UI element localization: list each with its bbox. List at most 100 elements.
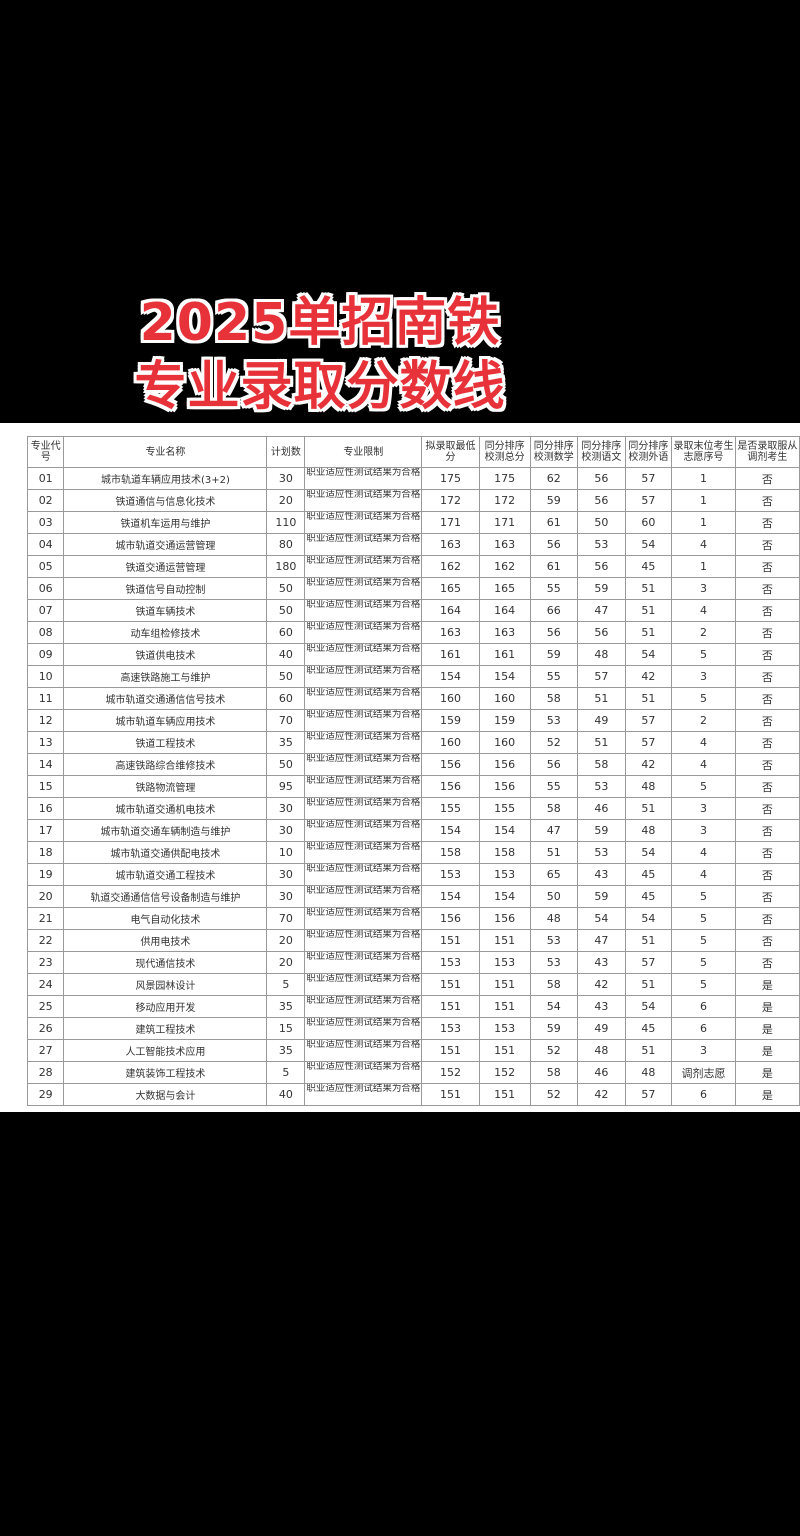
table-cell: 58 xyxy=(577,753,626,776)
table-cell: 12 xyxy=(26,709,65,732)
table-cell: 19 xyxy=(26,863,65,886)
table-cell: 否 xyxy=(734,665,800,688)
table-row: 01 城市轨道车辆应用技术(3+2) 30 职业适应性测试结果为合格 175 175 62 5… xyxy=(26,467,800,490)
table-cell: 48 xyxy=(529,907,579,930)
table-cell: 否 xyxy=(734,709,800,732)
table-cell: 否 xyxy=(734,599,800,622)
table-cell: 165 xyxy=(421,577,480,600)
table-cell: 否 xyxy=(734,731,800,754)
table-cell: 27 xyxy=(26,1039,65,1062)
column-header: 是否录取服从调剂考生 xyxy=(734,436,800,468)
table-cell: 24 xyxy=(26,973,65,996)
table-cell: 09 xyxy=(26,643,65,666)
table-cell: 56 xyxy=(577,621,626,644)
table-cell: 151 xyxy=(421,995,480,1018)
table-cell: 18 xyxy=(26,841,65,864)
table-cell: 10 xyxy=(26,665,65,688)
table-cell: 20 xyxy=(26,885,65,908)
table-cell: 54 xyxy=(624,643,673,666)
table-cell: 铁道信号自动控制 xyxy=(63,577,268,600)
table-cell: 154 xyxy=(421,665,480,688)
table-cell: 60 xyxy=(624,511,673,534)
table-row: 20 轨道交通通信信号设备制造与维护 30 职业适应性测试结果为合格 154 154 50 5… xyxy=(26,885,800,908)
table-cell: 5 xyxy=(266,973,306,996)
table-cell: 51 xyxy=(624,797,673,820)
table-cell: 城市轨道交通机电技术 xyxy=(63,797,268,820)
table-cell: 158 xyxy=(478,841,531,864)
table-cell: 162 xyxy=(478,555,531,578)
table-cell: 06 xyxy=(26,577,65,600)
table-cell: 53 xyxy=(577,841,626,864)
table-cell: 48 xyxy=(624,775,673,798)
table-cell: 159 xyxy=(421,709,480,732)
table-cell: 3 xyxy=(671,577,736,600)
table-cell: 156 xyxy=(421,907,480,930)
table-cell: 10 xyxy=(266,841,306,864)
table-cell: 大数据与会计 xyxy=(63,1083,268,1106)
table-cell: 职业适应性测试结果为合格 xyxy=(304,885,423,908)
table-cell: 铁道工程技术 xyxy=(63,731,268,754)
table-cell: 56 xyxy=(529,621,579,644)
table-cell: 60 xyxy=(266,621,306,644)
table-cell: 163 xyxy=(478,533,531,556)
table-header-row: 专业代号 专业名称 计划数 专业限制 拟录取最低分 同分排序校测总分 同分排序校测数学 同分排… xyxy=(26,436,800,468)
table-cell: 职业适应性测试结果为合格 xyxy=(304,621,423,644)
table-cell: 47 xyxy=(529,819,579,842)
table-cell: 59 xyxy=(577,577,626,600)
table-cell: 城市轨道交通通信信号技术 xyxy=(63,687,268,710)
column-header: 同分排序校测总分 xyxy=(478,436,531,468)
table-cell: 3 xyxy=(671,819,736,842)
table-cell: 58 xyxy=(529,973,579,996)
table-cell: 6 xyxy=(671,995,736,1018)
table-cell: 54 xyxy=(624,907,673,930)
table-cell: 110 xyxy=(266,511,306,534)
table-cell: 54 xyxy=(624,995,673,1018)
table-cell: 职业适应性测试结果为合格 xyxy=(304,577,423,600)
table-cell: 59 xyxy=(577,819,626,842)
table-cell: 5 xyxy=(671,951,736,974)
table-cell: 56 xyxy=(577,489,626,512)
table-row: 21 电气自动化技术 70 职业适应性测试结果为合格 156 156 48 54 54 5 否 xyxy=(26,907,800,930)
table-cell: 4 xyxy=(671,731,736,754)
table-cell: 59 xyxy=(529,1017,579,1040)
table-cell: 15 xyxy=(266,1017,306,1040)
table-cell: 48 xyxy=(577,1039,626,1062)
table-cell: 57 xyxy=(624,951,673,974)
table-cell: 48 xyxy=(624,1061,673,1084)
table-cell: 4 xyxy=(671,863,736,886)
table-cell: 154 xyxy=(421,885,480,908)
table-cell: 职业适应性测试结果为合格 xyxy=(304,1061,423,1084)
table-cell: 156 xyxy=(478,775,531,798)
table-cell: 动车组检修技术 xyxy=(63,621,268,644)
table-row: 18 城市轨道交通供配电技术 10 职业适应性测试结果为合格 158 158 51 53 54 4… xyxy=(26,841,800,864)
table-cell: 47 xyxy=(577,599,626,622)
table-cell: 否 xyxy=(734,533,800,556)
table-cell: 52 xyxy=(529,1039,579,1062)
table-cell: 职业适应性测试结果为合格 xyxy=(304,819,423,842)
table-cell: 160 xyxy=(421,687,480,710)
admission-score-table: 专业代号 专业名称 计划数 专业限制 拟录取最低分 同分排序校测总分 同分排序校测数学 同分排… xyxy=(26,436,800,1106)
table-cell: 5 xyxy=(671,643,736,666)
table-row: 06 铁道信号自动控制 50 职业适应性测试结果为合格 165 165 55 59 51 3 否 xyxy=(26,577,800,600)
table-cell: 61 xyxy=(529,511,579,534)
table-cell: 48 xyxy=(624,819,673,842)
table-cell: 11 xyxy=(26,687,65,710)
table-cell: 铁道交通运营管理 xyxy=(63,555,268,578)
table-cell: 161 xyxy=(478,643,531,666)
table-cell: 56 xyxy=(577,555,626,578)
table-cell: 否 xyxy=(734,907,800,930)
table-cell: 65 xyxy=(529,863,579,886)
title-line-1: 2025单招南铁 xyxy=(139,293,501,353)
table-cell: 151 xyxy=(421,929,480,952)
table-cell: 16 xyxy=(26,797,65,820)
table-cell: 职业适应性测试结果为合格 xyxy=(304,555,423,578)
table-cell: 155 xyxy=(478,797,531,820)
column-header: 录取末位考生志愿序号 xyxy=(671,436,736,468)
table-cell: 15 xyxy=(26,775,65,798)
table-cell: 3 xyxy=(671,665,736,688)
table-cell: 城市轨道车辆应用技术(3+2) xyxy=(63,467,268,490)
table-cell: 35 xyxy=(266,1039,306,1062)
table-cell: 172 xyxy=(478,489,531,512)
table-cell: 52 xyxy=(529,1083,579,1106)
column-header: 计划数 xyxy=(266,436,306,468)
